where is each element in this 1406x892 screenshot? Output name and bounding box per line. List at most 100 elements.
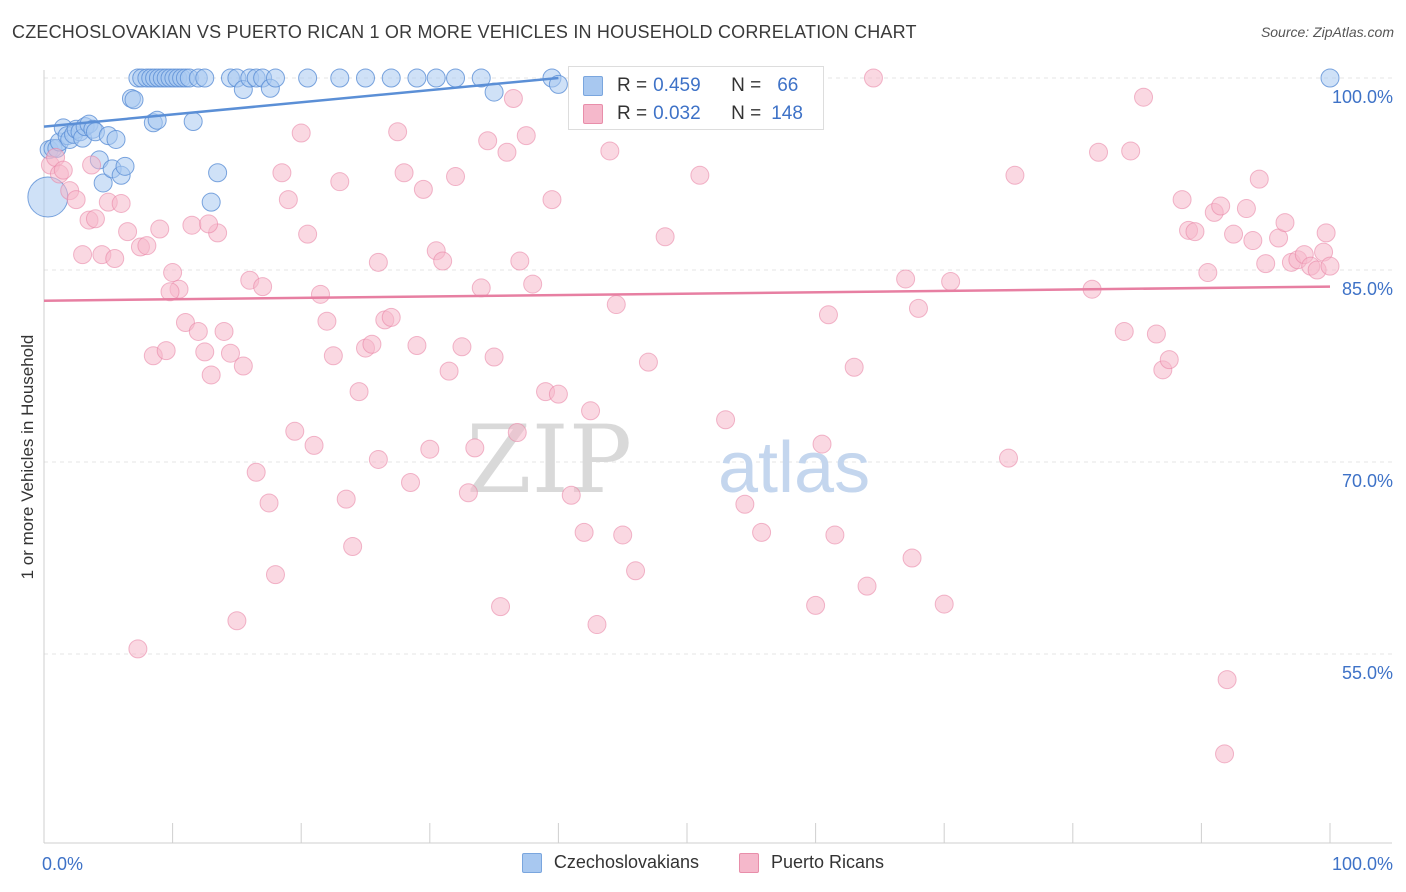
puerto-rican-point bbox=[548, 384, 568, 404]
puerto-rican-point bbox=[902, 548, 922, 568]
puerto-rican-point bbox=[735, 494, 755, 514]
puerto-rican-point bbox=[507, 423, 527, 443]
puerto-rican-point bbox=[503, 88, 523, 108]
r-label: R = bbox=[617, 103, 648, 124]
puerto-rican-point bbox=[999, 448, 1018, 468]
y-tick-label: 85.0% bbox=[1342, 279, 1393, 299]
puerto-rican-point bbox=[1121, 141, 1141, 161]
puerto-rican-point bbox=[343, 536, 363, 556]
tick-labels: 100.0% 85.0% 70.0% 55.0% 0.0% 100.0% bbox=[42, 87, 1393, 874]
x-tick-label: 0.0% bbox=[42, 854, 83, 874]
czechoslovakian-point bbox=[124, 90, 144, 110]
puerto-rican-point bbox=[330, 172, 350, 192]
stats-row-puerto-ricans: R = 0.032 N = 148 bbox=[583, 101, 803, 127]
puerto-rican-point bbox=[188, 321, 208, 341]
puerto-rican-point bbox=[310, 284, 330, 304]
puerto-rican-point bbox=[1256, 254, 1276, 274]
puerto-rican-point bbox=[317, 311, 337, 331]
puerto-rican-point bbox=[581, 401, 601, 421]
puerto-rican-point bbox=[1185, 222, 1205, 242]
puerto-rican-point bbox=[484, 347, 504, 367]
puerto-rican-point bbox=[195, 342, 215, 362]
puerto-rican-point bbox=[542, 190, 562, 210]
puerto-rican-point bbox=[523, 274, 543, 294]
czechoslovakian-point bbox=[446, 68, 466, 88]
watermark-zip: ZIP bbox=[466, 406, 632, 515]
puerto-rican-point bbox=[446, 167, 466, 187]
puerto-rican-point bbox=[452, 337, 472, 357]
puerto-rican-point bbox=[1217, 670, 1237, 690]
czechoslovakian-point bbox=[93, 173, 113, 193]
czechoslovakian-point bbox=[265, 68, 285, 88]
puerto-rican-point bbox=[323, 346, 343, 366]
puerto-rican-point bbox=[478, 131, 498, 151]
swatch-puerto-ricans bbox=[583, 104, 603, 124]
puerto-rican-point bbox=[690, 165, 710, 185]
puerto-rican-point bbox=[638, 352, 658, 372]
puerto-rican-point bbox=[941, 272, 961, 292]
puerto-rican-point bbox=[934, 594, 954, 614]
czechoslovakian-point bbox=[183, 112, 203, 132]
puerto-rican-point bbox=[1172, 190, 1192, 210]
puerto-rican-point bbox=[246, 462, 266, 482]
czechoslovakian-point bbox=[208, 163, 228, 183]
puerto-rican-point bbox=[863, 68, 883, 88]
puerto-rican-point bbox=[220, 343, 240, 363]
puerto-rican-point bbox=[857, 576, 877, 596]
puerto-rican-point bbox=[1005, 165, 1025, 185]
puerto-rican-point bbox=[199, 214, 219, 234]
puerto-rican-point bbox=[66, 190, 86, 210]
stats-legend: R = 0.459 N = 66 R = 0.032 N = 148 bbox=[568, 66, 824, 130]
puerto-rican-point bbox=[587, 615, 607, 635]
puerto-rican-point bbox=[362, 334, 382, 354]
puerto-rican-point bbox=[433, 251, 453, 271]
axes bbox=[43, 70, 1392, 844]
puerto-rican-point bbox=[73, 245, 93, 265]
puerto-rican-point bbox=[413, 179, 433, 199]
czechoslovakian-point bbox=[201, 192, 221, 212]
puerto-rican-point bbox=[600, 141, 620, 161]
czechoslovakian-point bbox=[1320, 68, 1340, 88]
y-tick-label: 55.0% bbox=[1342, 663, 1393, 683]
puerto-rican-point bbox=[150, 219, 170, 239]
r-label: R = bbox=[617, 75, 648, 96]
puerto-rican-point bbox=[896, 269, 916, 289]
chart-title: CZECHOSLOVAKIAN VS PUERTO RICAN 1 OR MOR… bbox=[12, 22, 917, 42]
czechoslovakian-point bbox=[471, 68, 491, 88]
y-tick-label: 70.0% bbox=[1342, 471, 1393, 491]
puerto-rican-point bbox=[844, 357, 864, 377]
legend-item-czechoslovakians[interactable]: Czechoslovakians bbox=[521, 852, 699, 873]
puerto-rican-point bbox=[1211, 196, 1231, 216]
puerto-rican-point bbox=[626, 561, 646, 581]
puerto-rican-point bbox=[497, 142, 517, 162]
puerto-rican-point bbox=[156, 341, 176, 361]
puerto-rican-point bbox=[1316, 223, 1336, 243]
puerto-rican-point bbox=[825, 525, 845, 545]
puerto-rican-point bbox=[1275, 213, 1295, 233]
puerto-rican-point bbox=[752, 522, 772, 542]
puerto-rican-point bbox=[1159, 350, 1179, 370]
puerto-rican-point bbox=[818, 305, 838, 325]
puerto-rican-point bbox=[381, 307, 401, 327]
puerto-rican-point bbox=[349, 382, 369, 402]
puerto-rican-point bbox=[1134, 87, 1154, 107]
puerto-rican-point bbox=[368, 449, 388, 469]
czechoslovakian-point bbox=[106, 129, 126, 149]
czechoslovakian-point bbox=[330, 68, 350, 88]
puerto-rican-point bbox=[1243, 231, 1263, 251]
stats-row-czechoslovakians: R = 0.459 N = 66 bbox=[583, 73, 798, 99]
n-value: 66 bbox=[777, 75, 799, 96]
puerto-rican-point bbox=[368, 252, 388, 272]
puerto-rican-point bbox=[253, 277, 273, 297]
legend-item-puerto-ricans[interactable]: Puerto Ricans bbox=[739, 852, 884, 873]
puerto-rican-point bbox=[1114, 321, 1134, 341]
puerto-rican-point bbox=[574, 522, 594, 542]
r-value: 0.032 bbox=[653, 103, 701, 124]
puerto-rican-point bbox=[407, 336, 427, 356]
legend-label-czechoslovakians: Czechoslovakians bbox=[553, 852, 699, 872]
puerto-rican-trend-line bbox=[43, 285, 1331, 302]
n-value: 148 bbox=[771, 103, 803, 124]
puerto-rican-point bbox=[53, 160, 73, 180]
puerto-rican-point bbox=[394, 163, 414, 183]
